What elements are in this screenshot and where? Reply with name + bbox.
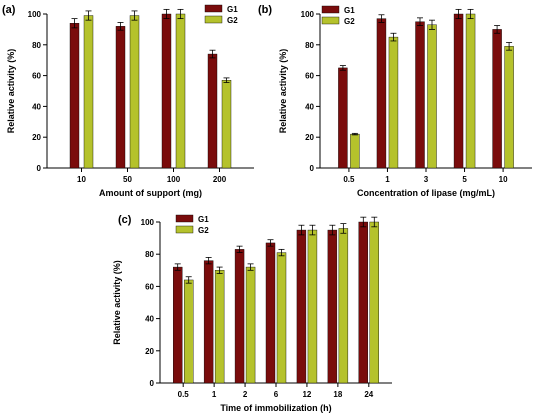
x-tick-label: 24 [364,390,373,399]
y-tick-label: 20 [145,347,154,356]
bar-g2 [338,228,349,384]
y-axis-title: Relative activity (%) [112,260,122,345]
y-tick-label: 60 [305,72,314,81]
y-axis-title: Relative activity (%) [278,49,288,134]
x-tick-label: 200 [213,175,227,184]
legend-label-g2: G2 [227,16,238,25]
legend-swatch-g2 [204,15,223,24]
x-tick-label: 10 [499,175,508,184]
legend-swatch-g2 [321,16,340,25]
chart-panel-3: (c) 0 20 40 60 80 100 Relative activity (%) 0.5 1… [112,214,392,413]
y-tick-label: 80 [145,250,154,259]
bar-g2 [129,15,140,169]
x-tick-label: 3 [424,175,429,184]
legend-label-g1: G1 [344,6,355,15]
legend-label-g2: G2 [344,17,355,26]
x-axis-title: Amount of support (mg) [99,188,202,198]
y-tick-label: 100 [141,218,155,227]
y-tick-label: 80 [32,41,41,50]
bar-g1 [161,13,172,169]
y-axis-title: Relative activity (%) [6,49,16,134]
bar-g1 [358,221,368,384]
y-tick-label: 20 [32,133,41,142]
panel-label: (c) [118,214,132,226]
chart-panel-1: (a) 0 20 40 60 80 100 Relative activity (%) 10 50… [2,4,254,198]
legend-swatch-g1 [175,214,194,223]
bar-g1 [338,67,348,169]
y-tick-label: 20 [305,133,314,142]
x-tick-label: 50 [123,175,132,184]
legend-label-g1: G1 [198,215,209,224]
bar-g2 [427,24,437,169]
bar-g2 [221,80,232,169]
bar-g2 [465,13,476,169]
bar-g1 [265,242,276,384]
bar-g2 [307,229,318,384]
y-tick-label: 0 [150,379,155,388]
x-tick-label: 1 [385,175,390,184]
x-tick-label: 18 [333,390,342,399]
y-tick-label: 0 [37,164,42,173]
bar-g2 [183,279,194,384]
x-tick-label: 100 [167,175,181,184]
bar-g2 [214,270,225,384]
x-tick-label: 2 [243,390,248,399]
x-tick-label: 12 [302,390,311,399]
x-tick-label: 0.5 [343,175,355,184]
y-tick-label: 60 [32,72,41,81]
panel-label: (a) [2,4,16,16]
bar-g1 [296,229,307,384]
y-tick-label: 100 [301,10,315,19]
x-axis-title: Concentration of lipase (mg/mL) [357,188,495,198]
legend-swatch-g2 [175,225,194,234]
bar-g2 [504,46,514,169]
bar-g2 [175,13,186,169]
bar-g1 [453,13,464,169]
bar-g2 [83,15,94,169]
legend-label-g1: G1 [227,5,238,14]
panel-label: (b) [258,4,272,16]
chart-panel-2: (b) 0 20 40 60 80 100 Relative activity (%) 0.5 1… [258,4,532,198]
x-tick-label: 1 [212,390,217,399]
y-tick-label: 100 [28,10,42,19]
bar-g1 [376,18,387,169]
bar-g2 [388,36,399,169]
bar-g1 [234,249,245,384]
bar-g1 [207,53,218,169]
bar-g1 [327,229,338,384]
x-tick-label: 10 [77,175,86,184]
y-tick-label: 80 [305,41,314,50]
bar-g1 [69,23,80,169]
legend-swatch-g1 [204,4,223,13]
legend-swatch-g1 [321,5,340,14]
bar-g2 [369,221,379,384]
bar-g1 [172,266,183,384]
y-tick-label: 40 [32,102,41,111]
x-tick-label: 0.5 [178,390,190,399]
y-tick-label: 60 [145,282,154,291]
bar-g1 [115,26,126,169]
y-tick-label: 40 [305,102,314,111]
bar-g2 [350,133,360,169]
x-tick-label: 6 [274,390,279,399]
bar-g1 [492,29,502,169]
bar-g2 [276,252,287,384]
legend-label-g2: G2 [198,226,209,235]
x-axis-title: Time of immobilization (h) [220,403,331,413]
bar-g1 [203,260,214,384]
y-tick-label: 40 [145,315,154,324]
x-tick-label: 5 [462,175,467,184]
bar-g1 [415,21,425,169]
bar-g2 [245,266,256,384]
y-tick-label: 0 [310,164,315,173]
